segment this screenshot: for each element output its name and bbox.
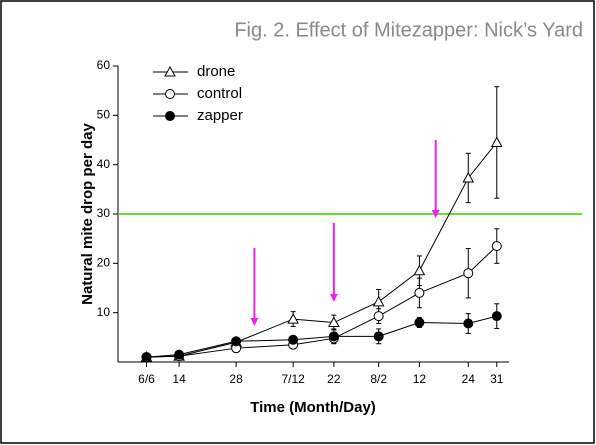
x-tick-label: 22	[327, 372, 341, 386]
marker	[463, 318, 474, 329]
y-tick-label: 30	[97, 206, 111, 220]
marker	[463, 268, 474, 279]
legend-label: zapper	[197, 107, 243, 124]
marker	[491, 311, 502, 322]
x-tick-label: 12	[413, 372, 427, 386]
marker	[414, 317, 425, 328]
legend-marker	[165, 89, 175, 99]
marker	[328, 316, 340, 328]
marker	[491, 241, 502, 252]
x-tick-label: 28	[229, 372, 243, 386]
marker	[413, 264, 426, 276]
y-tick-label: 50	[97, 108, 111, 122]
legend-label: drone	[197, 63, 235, 80]
marker	[231, 336, 242, 347]
y-axis-label: Natural mite drop per day	[79, 122, 96, 304]
x-tick-label: 6/6	[138, 372, 155, 386]
y-tick-label: 10	[97, 305, 111, 319]
x-tick-label: 8/2	[370, 372, 387, 386]
x-tick-label: 14	[172, 372, 186, 386]
marker	[373, 311, 384, 322]
y-tick-label: 40	[97, 157, 111, 171]
marker	[328, 331, 339, 342]
legend-marker	[164, 65, 176, 77]
legend-marker	[165, 111, 175, 121]
y-tick-label: 60	[97, 58, 111, 72]
x-axis-label: Time (Month/Day)	[250, 399, 376, 416]
legend-label: control	[197, 85, 242, 102]
marker	[373, 331, 384, 342]
marker	[174, 349, 185, 360]
x-tick-label: 24	[462, 372, 476, 386]
y-tick-label: 20	[97, 256, 111, 270]
x-tick-label: 31	[490, 372, 504, 386]
marker	[490, 136, 503, 147]
x-tick-label: 7/12	[281, 372, 305, 386]
marker	[372, 295, 385, 307]
arrow-head	[250, 317, 259, 326]
chart-title: Fig. 2. Effect of Mitezapper: Nick’s Yar…	[234, 19, 583, 41]
marker	[288, 334, 299, 345]
marker	[141, 352, 152, 363]
arrow-head	[329, 293, 338, 302]
marker	[462, 171, 475, 183]
arrow-head	[431, 209, 440, 218]
marker	[414, 287, 425, 298]
marker	[287, 313, 299, 324]
